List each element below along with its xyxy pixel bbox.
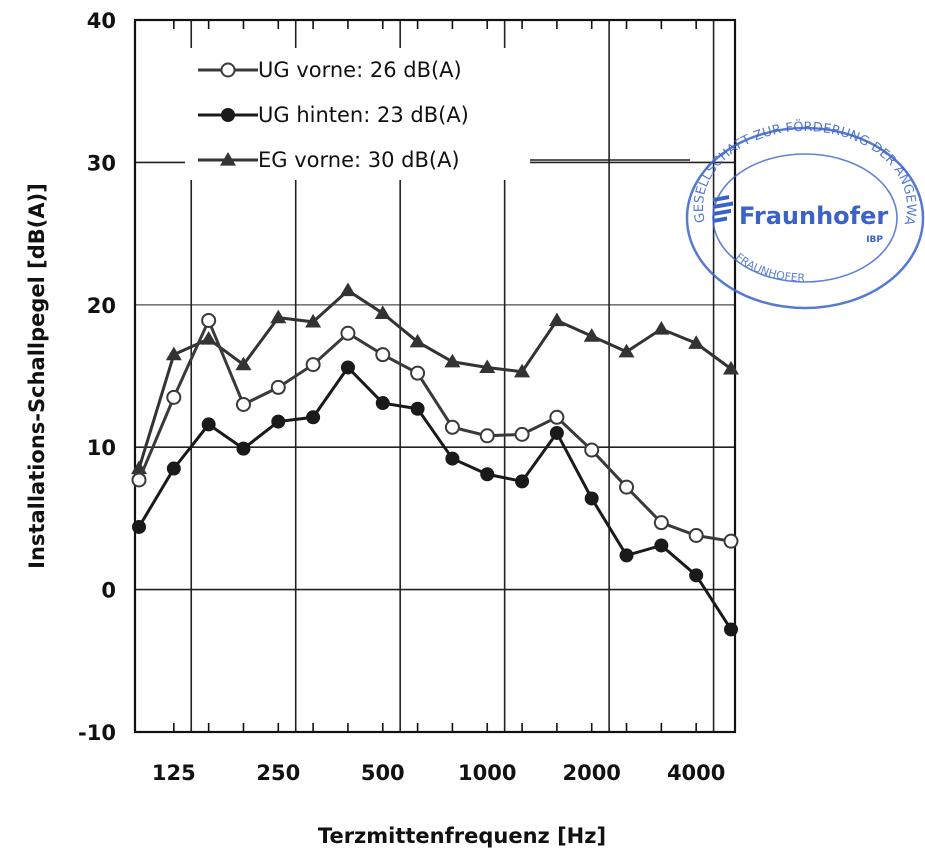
data-point — [375, 347, 391, 363]
x-tick-label: 500 — [361, 761, 405, 785]
data-point — [132, 519, 146, 534]
data-point — [689, 568, 704, 583]
data-point — [618, 343, 635, 358]
svg-text:FRAUNHOFER: FRAUNHOFER — [733, 251, 806, 285]
stamp-footer-text: FRAUNHOFER — [733, 251, 806, 285]
data-point — [723, 360, 739, 375]
data-point — [548, 312, 565, 327]
data-point — [549, 409, 565, 425]
data-point — [515, 474, 530, 489]
legend: UG vorne: 26 dB(A) UG hinten: 23 dB(A) EG … — [185, 48, 690, 180]
fraunhofer-stamp: GESELLSCHAFT ZUR FÖRDERUNG DER ANGEWANDT… — [685, 118, 925, 310]
data-point — [514, 426, 530, 442]
series-filled-triangle — [131, 282, 739, 475]
y-tick-label: -10 — [78, 721, 116, 745]
data-point — [200, 330, 217, 345]
data-point — [653, 515, 669, 531]
legend-label: EG vorne: 30 dB(A) — [258, 148, 460, 172]
data-point — [444, 353, 461, 368]
data-point — [340, 325, 356, 341]
y-tick-label: 30 — [87, 151, 116, 175]
legend-marker — [220, 152, 236, 166]
stamp-inner-ring — [712, 153, 898, 283]
data-point — [444, 419, 460, 435]
data-point — [409, 333, 426, 348]
data-point — [165, 346, 182, 361]
data-point — [549, 425, 564, 440]
legend-label: UG vorne: 26 dB(A) — [258, 58, 462, 82]
data-point — [723, 533, 739, 549]
data-point — [339, 282, 356, 297]
x-tick-label: 125 — [152, 761, 196, 785]
data-point — [480, 467, 495, 482]
x-tick-labels: 125 250 500 1000 2000 4000 — [152, 761, 726, 785]
data-point — [479, 428, 495, 444]
data-point — [653, 321, 670, 335]
series-group — [131, 282, 739, 637]
x-tick-label: 4000 — [667, 761, 725, 785]
y-tick-label: 10 — [87, 436, 116, 460]
y-tick-label: 20 — [87, 294, 116, 318]
data-point — [271, 414, 286, 429]
x-tick-label: 2000 — [562, 761, 620, 785]
data-point — [584, 491, 599, 506]
data-point — [688, 335, 705, 349]
data-point — [654, 538, 669, 553]
y-tick-labels: 40 30 20 10 0 -10 — [78, 9, 116, 745]
data-point — [305, 357, 321, 373]
data-point — [619, 548, 634, 563]
data-point — [340, 360, 355, 375]
series-filled-circle — [132, 360, 738, 637]
data-point — [410, 365, 426, 381]
y-axis-title: Installations-Schallpegel [dB(A)] — [25, 183, 49, 569]
x-axis-title: Terzmittenfrequenz [Hz] — [318, 824, 606, 848]
data-point — [688, 527, 704, 543]
x-tick-label: 1000 — [458, 761, 516, 785]
data-point — [619, 479, 635, 495]
legend-marker — [220, 62, 236, 78]
series-line — [137, 316, 732, 543]
data-point — [166, 389, 182, 405]
data-point — [374, 305, 391, 319]
data-point — [131, 472, 147, 488]
data-point — [514, 363, 531, 378]
data-point — [375, 396, 390, 411]
data-point — [235, 396, 251, 412]
data-point — [479, 359, 496, 374]
stamp-outer-ring — [685, 126, 925, 310]
data-point — [724, 622, 738, 637]
legend-marker — [221, 108, 235, 122]
fraunhofer-logo-icon — [713, 195, 733, 223]
y-tick-label: 40 — [87, 9, 116, 33]
data-point — [305, 313, 322, 328]
data-point — [445, 451, 460, 466]
data-point — [235, 356, 252, 371]
plot-frame — [133, 18, 737, 734]
data-point — [583, 328, 600, 342]
data-point — [584, 442, 600, 458]
data-point — [236, 441, 251, 456]
data-point — [306, 410, 321, 425]
series-line — [137, 288, 732, 469]
data-point — [270, 309, 287, 324]
data-point — [201, 312, 217, 328]
data-point — [270, 379, 286, 395]
data-point — [410, 401, 425, 416]
legend-label: UG hinten: 23 dB(A) — [258, 103, 469, 127]
data-point — [166, 461, 181, 476]
data-point — [201, 417, 216, 432]
stamp-brand: Fraunhofer — [739, 202, 888, 230]
x-tick-label: 250 — [256, 761, 300, 785]
y-tick-label: 0 — [101, 579, 116, 603]
stamp-sub: IBP — [866, 235, 883, 245]
series-open-circle — [131, 312, 739, 549]
